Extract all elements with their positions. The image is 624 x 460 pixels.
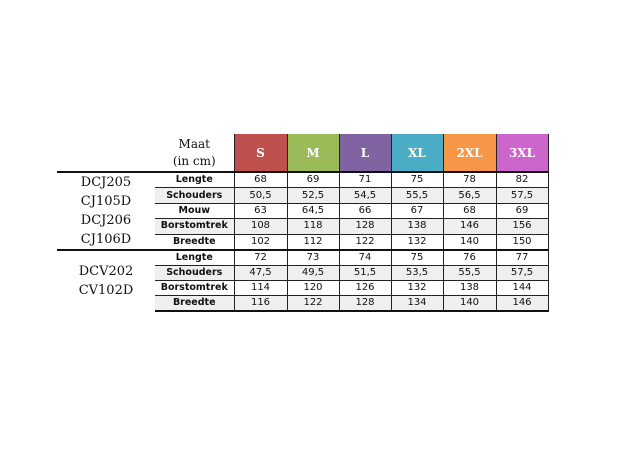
model-code: DCJ205 (80, 175, 132, 190)
value-cell: 114 (233, 280, 287, 296)
value-cell: 82 (495, 171, 549, 189)
size-header-3xl: 3XL (495, 134, 549, 172)
value-cell: 63 (233, 203, 287, 220)
measurement-label: Lengte (155, 171, 234, 189)
model-code: CV102D (78, 283, 134, 298)
value-cell: 47,5 (233, 265, 287, 281)
unit-label: (in cm) (172, 153, 216, 168)
value-cell: 116 (233, 295, 287, 312)
model-code: CJ106D (80, 232, 132, 247)
model-code: DCV202 (78, 264, 134, 279)
measurement-label: Lengte (155, 249, 234, 266)
model-code: DCJ206 (80, 213, 132, 228)
value-cell: 57,5 (495, 187, 549, 204)
value-cell: 112 (286, 234, 339, 251)
table-row: Breedte 116 122 128 134 140 146 (57, 295, 549, 312)
value-cell: 78 (442, 171, 496, 189)
measurement-label: Borstomtrek (155, 218, 234, 235)
table-row: Schouders 47,5 49,5 51,5 53,5 55,5 57,5 (57, 265, 549, 281)
size-header-m: M (286, 134, 339, 172)
table-row: Borstomtrek 114 120 126 132 138 144 (57, 280, 549, 296)
measurement-label: Breedte (155, 295, 234, 312)
value-cell: 54,5 (338, 187, 391, 204)
value-cell: 67 (390, 203, 443, 220)
table-row: DCV202 CV102D Lengte 72 73 74 75 76 77 (57, 249, 549, 311)
model-codes: DCJ205 CJ105D DCJ206 CJ106D (57, 171, 155, 250)
value-cell: 49,5 (286, 265, 339, 281)
value-cell: 120 (286, 280, 339, 296)
value-cell: 122 (286, 295, 339, 312)
value-cell: 66 (338, 203, 391, 220)
value-cell: 126 (338, 280, 391, 296)
value-cell: 132 (390, 280, 443, 296)
value-cell: 122 (338, 234, 391, 251)
value-cell: 55,5 (442, 265, 496, 281)
value-cell: 128 (338, 295, 391, 312)
value-cell: 146 (442, 218, 496, 235)
value-cell: 146 (495, 295, 549, 312)
value-cell: 74 (338, 249, 391, 266)
value-cell: 75 (390, 171, 443, 189)
maat-header: Maat (in cm) (155, 134, 234, 172)
value-cell: 75 (390, 249, 443, 266)
value-cell: 64,5 (286, 203, 339, 220)
size-header-2xl: 2XL (442, 134, 496, 172)
table-row: Breedte 102 112 122 132 140 150 (57, 234, 549, 251)
measurement-label: Schouders (155, 187, 234, 204)
header-row: Maat (in cm) S M L XL 2XL 3XL (57, 134, 549, 172)
value-cell: 144 (495, 280, 549, 296)
value-cell: 57,5 (495, 265, 549, 281)
value-cell: 118 (286, 218, 339, 235)
model-codes: DCV202 CV102D (57, 249, 155, 311)
measurement-label: Breedte (155, 234, 234, 251)
measurement-label: Mouw (155, 203, 234, 220)
value-cell: 77 (495, 249, 549, 266)
value-cell: 51,5 (338, 265, 391, 281)
value-cell: 69 (286, 171, 339, 189)
value-cell: 128 (338, 218, 391, 235)
value-cell: 76 (442, 249, 496, 266)
value-cell: 138 (390, 218, 443, 235)
value-cell: 73 (286, 249, 339, 266)
value-cell: 134 (390, 295, 443, 312)
size-header-xl: XL (390, 134, 443, 172)
value-cell: 53,5 (390, 265, 443, 281)
model-code: CJ105D (80, 194, 132, 209)
value-cell: 140 (442, 295, 496, 312)
value-cell: 140 (442, 234, 496, 251)
maat-label: Maat (178, 136, 210, 151)
table-row: Mouw 63 64,5 66 67 68 69 (57, 203, 549, 220)
table-row: Schouders 50,5 52,5 54,5 55,5 56,5 57,5 (57, 187, 549, 204)
size-chart-table: Maat (in cm) S M L XL 2XL 3XL DCJ205 CJ105D DCJ2… (57, 134, 549, 312)
measurement-label: Schouders (155, 265, 234, 281)
value-cell: 68 (442, 203, 496, 220)
value-cell: 69 (495, 203, 549, 220)
value-cell: 102 (233, 234, 287, 251)
measurement-label: Borstomtrek (155, 280, 234, 296)
value-cell: 56,5 (442, 187, 496, 204)
size-header-s: S (233, 134, 287, 172)
value-cell: 52,5 (286, 187, 339, 204)
value-cell: 50,5 (233, 187, 287, 204)
value-cell: 55,5 (390, 187, 443, 204)
value-cell: 68 (233, 171, 287, 189)
value-cell: 71 (338, 171, 391, 189)
value-cell: 156 (495, 218, 549, 235)
table-row: Borstomtrek 108 118 128 138 146 156 (57, 218, 549, 235)
value-cell: 72 (233, 249, 287, 266)
table-row: DCJ205 CJ105D DCJ206 CJ106D Lengte 68 69 71 75 78… (57, 171, 549, 250)
value-cell: 132 (390, 234, 443, 251)
empty-corner (57, 134, 155, 172)
value-cell: 150 (495, 234, 549, 251)
value-cell: 108 (233, 218, 287, 235)
size-header-l: L (338, 134, 391, 172)
value-cell: 138 (442, 280, 496, 296)
